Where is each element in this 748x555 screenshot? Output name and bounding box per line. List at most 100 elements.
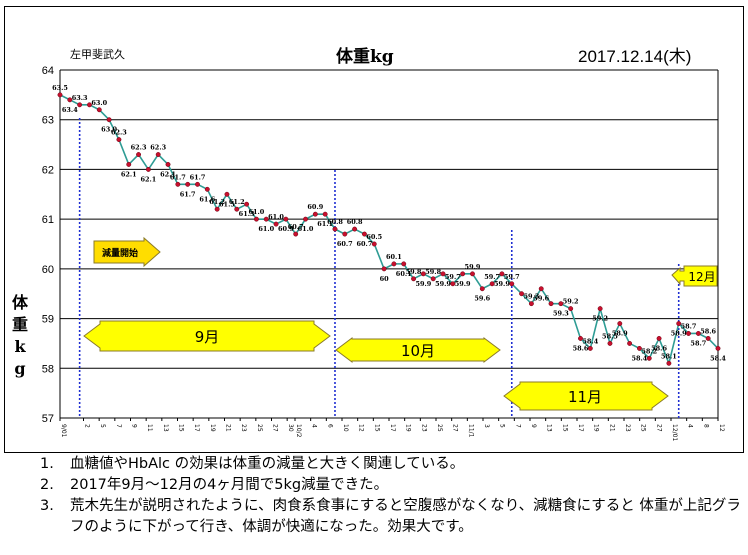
data-label: 59.8 [425,268,441,276]
data-label: 61.7 [180,190,196,198]
notes-list: 1. 血糖値やHbAlc の効果は体重の減量と大きく関連している。 2. 201… [14,454,742,538]
x-tick-label: 13 [162,424,169,432]
data-point [587,345,593,351]
data-point [155,152,161,157]
note-item: 1. 血糖値やHbAlc の効果は体重の減量と大きく関連している。 [14,454,742,475]
december-label: 12月 [688,270,715,284]
data-label: 59.9 [415,280,431,288]
data-point [450,281,456,287]
x-tick-label: 4 [687,424,694,428]
data-label: 58.6 [651,344,667,352]
data-point [509,281,515,287]
x-tick-label: 19 [405,424,412,432]
data-point [87,102,92,108]
x-tick-label: 17 [193,424,200,432]
x-tick-label: 25 [436,424,443,432]
data-point [322,211,328,217]
author-name: 左甲斐武久 [70,48,125,61]
y-tick-label: 64 [42,65,54,77]
data-point [479,286,485,292]
data-label: 61.0 [298,225,314,233]
data-label: 61.5 [219,200,235,208]
data-point [538,286,544,292]
data-point [656,336,662,341]
data-point [293,231,299,237]
x-tick-label: 23 [420,424,427,432]
data-label: 63.5 [52,84,68,92]
data-label: 60.8 [327,218,343,226]
data-point [145,166,151,172]
data-point [676,321,682,326]
x-tick-label: 15 [561,424,568,432]
data-point [607,340,613,346]
x-tick-label: 25 [256,424,263,432]
data-point [401,261,407,267]
data-point [597,306,603,312]
data-label: 60.1 [396,270,412,278]
data-label: 60.1 [386,253,402,261]
data-label: 59.9 [465,263,481,271]
data-point [686,331,691,336]
data-point [244,201,250,207]
data-label: 60.9 [307,203,323,211]
data-label: 58.4 [632,354,648,362]
data-label: 60.7 [357,240,373,248]
data-label: 58.4 [582,337,598,345]
note-item: 2. 2017年9月～12月の4ヶ月間で5kg減量できた。 [14,475,742,496]
x-tick-label: 8 [702,424,709,428]
data-point [342,231,348,237]
x-tick-label: 25 [640,424,647,432]
data-label: 60 [380,275,390,283]
data-label: 59.7 [484,273,500,281]
data-label: 62.1 [160,170,176,178]
data-label: 61.0 [268,213,284,221]
x-tick-label: 12 [358,424,365,432]
data-point [411,276,417,282]
y-tick-label: 58 [42,363,54,375]
data-label: 58.7 [690,339,706,347]
data-point [332,226,338,232]
data-point [165,162,171,167]
data-point [96,107,102,113]
x-tick-label: 27 [655,424,662,432]
data-point [352,226,358,232]
x-tick-label: 11 [146,424,153,432]
x-tick-label: 4 [311,424,318,428]
data-point [528,301,534,307]
data-label: 60.7 [337,240,353,248]
data-point [77,102,83,108]
data-point [460,271,466,277]
data-point [695,331,701,336]
start-arrow-label: 減量開始 [102,247,138,259]
data-label: 62.3 [131,144,147,152]
weight-series-line [59,94,719,366]
note-text: 2017年9月～12月の4ヶ月間で5kg減量できた。 [70,477,389,493]
data-label: 61.1 [317,220,333,228]
data-point [705,336,711,341]
y-tick-label: 63 [42,115,54,127]
data-label: 62.1 [140,175,156,183]
data-label: 61.2 [209,198,225,206]
y-tick-label: 57 [42,413,54,425]
data-point [381,266,387,272]
x-tick-label: 10 [342,424,349,432]
y-tick-label: 62 [42,164,54,176]
data-point [617,321,623,326]
october-label: 10月 [401,342,435,360]
x-tick-label: 15 [178,424,185,432]
september-label: 9月 [195,328,220,346]
data-point [440,271,446,277]
x-tick-label: 7 [514,424,521,428]
data-point [234,206,240,212]
note-number: 1. [40,456,54,472]
data-label: 60.7 [288,223,304,231]
data-label: 60.5 [366,233,382,241]
data-label: 60.8 [347,218,363,226]
data-point [57,92,63,98]
data-label: 59.9 [494,280,510,288]
november-arrow [503,381,669,411]
note-number: 3. [40,498,54,514]
y-axis-label-char: 体 [11,293,28,312]
december-arrow [671,265,718,287]
november-label: 11月 [568,388,602,406]
